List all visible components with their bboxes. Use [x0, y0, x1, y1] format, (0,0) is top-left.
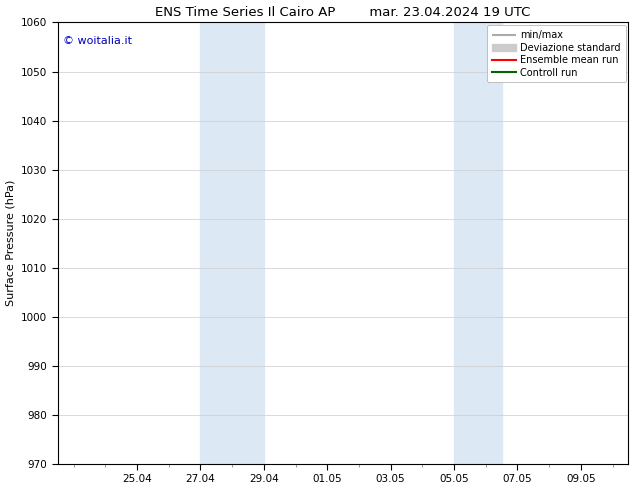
Y-axis label: Surface Pressure (hPa): Surface Pressure (hPa): [6, 180, 16, 306]
Bar: [200, 23, 264, 464]
Bar: [454, 23, 501, 464]
Text: © woitalia.it: © woitalia.it: [63, 36, 133, 46]
Legend: min/max, Deviazione standard, Ensemble mean run, Controll run: min/max, Deviazione standard, Ensemble m…: [487, 25, 626, 82]
Title: ENS Time Series Il Cairo AP        mar. 23.04.2024 19 UTC: ENS Time Series Il Cairo AP mar. 23.04.2…: [155, 5, 531, 19]
